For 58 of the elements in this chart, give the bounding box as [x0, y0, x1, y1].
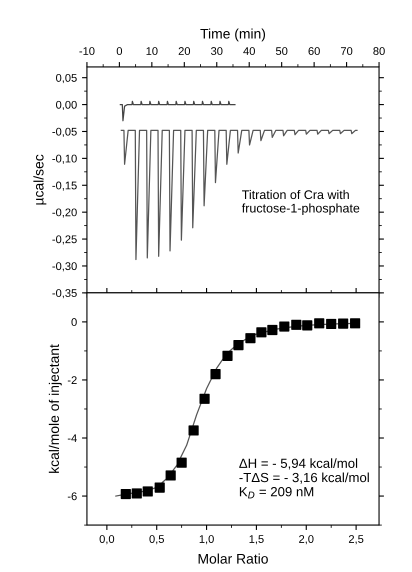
y-tick-label: 0	[71, 318, 77, 326]
y-tick-label: -0,15	[52, 182, 77, 191]
x-axis-title: Molar Ratio	[198, 554, 268, 564]
y-tick-label: -0,20	[52, 208, 77, 218]
line-series	[120, 100, 236, 122]
x-tick-label: 60	[308, 47, 320, 56]
point	[199, 394, 210, 404]
point	[314, 318, 324, 328]
y-tick-label: -0,30	[52, 262, 77, 272]
x-tick-label: 40	[243, 47, 255, 56]
point	[291, 320, 302, 330]
point	[350, 318, 360, 328]
point	[142, 486, 153, 497]
point	[326, 318, 336, 330]
point	[302, 320, 312, 330]
point	[233, 340, 244, 350]
point	[210, 369, 221, 380]
y-tick-label: -0,10	[52, 154, 77, 164]
annotation: Titration of Cra with fructose-1-phosphate	[242, 190, 360, 216]
x-tick-label: 30	[211, 47, 223, 56]
y-tick-label: 0,00	[56, 100, 77, 110]
point	[176, 458, 187, 468]
x-tick-label: -10	[79, 47, 95, 56]
y-tick-label: -6	[68, 492, 77, 500]
y-tick-label: -4	[68, 434, 77, 442]
x-tick-label: 50	[276, 47, 288, 56]
x-tick-label: 2,0	[299, 535, 314, 544]
x-tick-label: 0	[116, 47, 122, 56]
annotation: ΔH = - 5,94 kcal/mol -TΔS = - 3,16 kcal/mol K$_{D}$ = 209 nM	[239, 458, 369, 498]
point	[256, 327, 266, 338]
line-series	[120, 130, 358, 260]
y-tick-label: -0,05	[52, 128, 77, 137]
x-tick-label: 20	[178, 47, 190, 56]
x-tick-label: 0,5	[149, 535, 164, 544]
x-tick-label: 70	[340, 47, 352, 56]
x-tick-label: 2,5	[348, 535, 364, 544]
point	[154, 482, 165, 493]
point	[120, 488, 131, 500]
point	[338, 318, 348, 329]
x-tick-label: 1,0	[200, 535, 214, 544]
y-axis-title: kcal/mole of injectant	[48, 344, 62, 473]
x-tick-label: 1,5	[250, 535, 264, 544]
y-tick-label: 0,05	[56, 74, 77, 84]
x-tick-label: 80	[373, 47, 385, 56]
point	[222, 350, 233, 361]
point	[166, 470, 176, 481]
y-axis-title: µcal/sec	[33, 154, 46, 205]
point	[267, 324, 278, 336]
y-tick-label: -0,35	[52, 289, 77, 298]
y-tick-label: -2	[68, 376, 77, 384]
point	[279, 321, 290, 332]
point	[245, 333, 256, 344]
x-tick-label: 0,0	[100, 535, 114, 544]
point	[188, 425, 199, 436]
x-axis-title: Time (min)	[200, 28, 266, 42]
x-tick-label: 10	[146, 47, 158, 56]
point	[132, 488, 142, 499]
y-tick-label: -0,25	[52, 235, 77, 245]
